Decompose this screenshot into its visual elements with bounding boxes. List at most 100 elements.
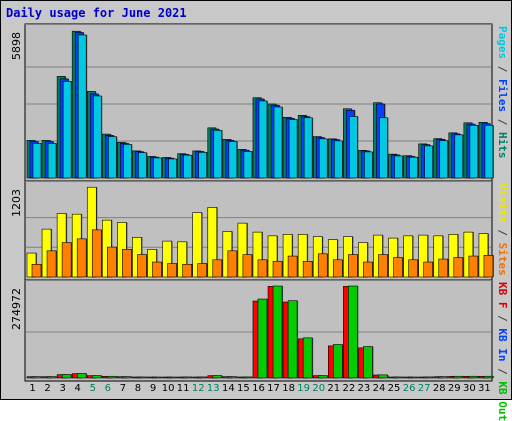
bar-sites-day-14 [227,250,238,278]
bar-kb-out-day-3 [61,374,72,379]
legend-entry: KB F [496,282,509,309]
bar-visits-day-26 [403,235,413,278]
bar-pages-day-27 [424,145,433,179]
x-tick-label-day-13: 13 [206,383,220,394]
bar-pages-day-21 [333,140,343,179]
bar-sites-day-22 [348,254,358,278]
panel-3-legend: KB F / KB In / KB Out [496,282,509,421]
bar-sites-day-13 [212,259,223,278]
x-tick-label-day-27: 27 [417,383,431,394]
bar-pages-day-13 [213,130,223,179]
bar-sites-day-12 [197,263,208,278]
bar-kb-out-day-8 [137,376,147,379]
legend-entry: KB In [496,328,509,362]
bar-sites-day-2 [46,250,57,278]
bar-kb-out-day-1 [31,376,42,379]
bar-sites-day-4 [76,238,87,278]
bar-kb-out-day-5 [91,375,102,379]
chart-plot-area [24,23,494,382]
bar-visits-day-29 [448,234,459,278]
bar-pages-day-2 [47,143,57,179]
x-tick-label-day-1: 1 [29,383,36,394]
bar-sites-day-5 [91,229,102,278]
bar-pages-day-20 [318,138,328,179]
bar-sites-day-16 [257,259,268,278]
bar-visits-day-23 [358,242,368,278]
bar-kb-out-day-11 [182,376,192,379]
bar-pages-day-26 [409,156,418,179]
x-tick-label-day-31: 31 [478,383,491,394]
x-tick-label-day-4: 4 [74,383,81,394]
bar-pages-day-11 [183,154,192,179]
bar-kb-out-day-2 [46,376,57,379]
bar-visits-day-11 [177,241,187,278]
bar-pages-day-24 [379,117,388,179]
x-tick-label-day-25: 25 [387,383,401,394]
bar-pages-day-25 [394,155,403,179]
bar-pages-day-8 [138,152,147,179]
x-tick-label-day-17: 17 [267,383,280,394]
bar-sites-day-7 [122,249,132,278]
legend-entry: KB Out [496,381,509,421]
legend-entry: Pages [496,26,509,60]
bar-sites-day-11 [182,263,192,278]
bar-kb-out-day-21 [332,344,343,379]
bar-sites-day-17 [272,260,283,278]
bar-kb-out-day-17 [272,285,283,379]
x-tick-label-day-14: 14 [221,383,235,394]
bar-pages-day-19 [303,117,313,179]
bar-kb-out-day-22 [348,285,358,379]
bar-kb-out-day-29 [453,375,464,379]
bar-pages-day-3 [62,81,72,179]
bar-kb-out-day-20 [317,375,328,379]
bar-kb-out-day-9 [152,376,162,379]
bar-visits-day-15 [237,222,248,278]
bar-kb-out-day-26 [408,376,418,379]
panel-2-max-label: 1203 [10,189,23,217]
legend-entry: / [496,222,509,243]
legend-entry: / [496,361,509,382]
bar-visits-day-16 [252,231,263,278]
bar-kb-out-day-27 [423,376,433,379]
bar-pages-day-28 [439,140,449,179]
x-tick-label-day-30: 30 [462,383,476,394]
bar-visits-day-13 [207,207,218,278]
x-tick-label-day-2: 2 [44,383,51,394]
bar-pages-day-5 [92,95,102,179]
bar-pages-day-30 [469,125,479,179]
bar-kb-out-day-10 [167,376,177,379]
x-tick-label-day-10: 10 [161,383,175,394]
bar-kb-out-day-15 [242,376,253,379]
bar-sites-day-20 [317,253,328,278]
bar-kb-out-day-25 [393,376,403,379]
x-tick-label-day-18: 18 [282,383,295,394]
bar-visits-day-28 [433,235,444,278]
bar-sites-day-25 [393,257,403,278]
bar-pages-day-31 [484,125,494,179]
x-tick-label-day-28: 28 [432,383,446,394]
x-tick-label-day-12: 12 [191,383,205,394]
bar-pages-day-10 [168,158,177,179]
bar-sites-day-28 [438,258,449,278]
x-tick-label-day-24: 24 [372,383,386,394]
x-tick-label-day-5: 5 [89,383,96,394]
bar-kb-out-day-6 [107,375,117,379]
x-tick-label-day-15: 15 [237,383,250,394]
bar-kb-out-day-31 [483,375,494,379]
bar-pages-day-6 [108,136,117,179]
bar-sites-day-3 [61,242,72,278]
x-tick-label-day-26: 26 [402,383,416,394]
x-tick-label-day-9: 9 [149,383,157,394]
bar-kb-out-day-24 [378,374,388,379]
x-tick-label-day-23: 23 [357,383,371,394]
bar-pages-day-16 [258,100,268,179]
bar-pages-day-23 [364,151,373,179]
bar-visits-day-10 [162,240,172,278]
chart-title: Daily usage for June 2021 [6,6,187,20]
bar-pages-day-7 [123,144,132,179]
bar-kb-out-day-14 [227,376,238,379]
x-tick-label-day-6: 6 [104,383,111,394]
x-tick-label-day-8: 8 [134,383,142,394]
bar-visits-day-30 [463,231,474,278]
bar-sites-day-23 [363,261,373,278]
